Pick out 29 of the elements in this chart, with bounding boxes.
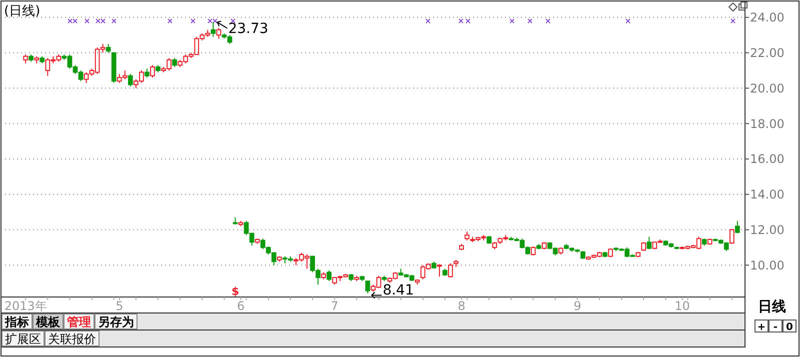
- y-tick-label: 22.00: [750, 46, 784, 60]
- chart-title: (日线): [4, 4, 40, 19]
- text: 日线: [758, 299, 786, 315]
- y-tick-label: 14.00: [750, 188, 784, 202]
- text: 0: [786, 322, 794, 333]
- x-tick-label: 8: [458, 299, 466, 313]
- text: 扩展区: [5, 332, 41, 346]
- x-tick-label: 2013年: [4, 299, 47, 313]
- y-tick-label: 24.00: [750, 10, 784, 25]
- x-tick-label: 6: [236, 299, 245, 313]
- annotation: 23.73: [228, 21, 268, 38]
- annotation: 8.41: [382, 282, 414, 298]
- text: 另存为: [98, 315, 134, 329]
- text: 关联报价: [48, 332, 96, 346]
- x-tick-label: 9: [574, 299, 582, 313]
- y-tick-label: 20.00: [750, 81, 784, 96]
- text: -: [773, 322, 778, 333]
- y-tick-label: 10.00: [750, 258, 784, 272]
- text: 模板: [35, 315, 61, 329]
- text: 指标: [4, 315, 29, 329]
- y-tick-label: 12.00: [750, 222, 784, 237]
- text: +: [757, 322, 766, 333]
- y-tick-label: 16.00: [750, 152, 784, 166]
- annotation: $: [231, 285, 240, 298]
- x-tick-label: 5: [116, 299, 124, 313]
- y-tick-label: 18.00: [750, 116, 784, 131]
- text: 管理: [66, 315, 91, 329]
- x-tick-label: 10: [674, 299, 690, 313]
- x-tick-label: 7: [330, 299, 338, 313]
